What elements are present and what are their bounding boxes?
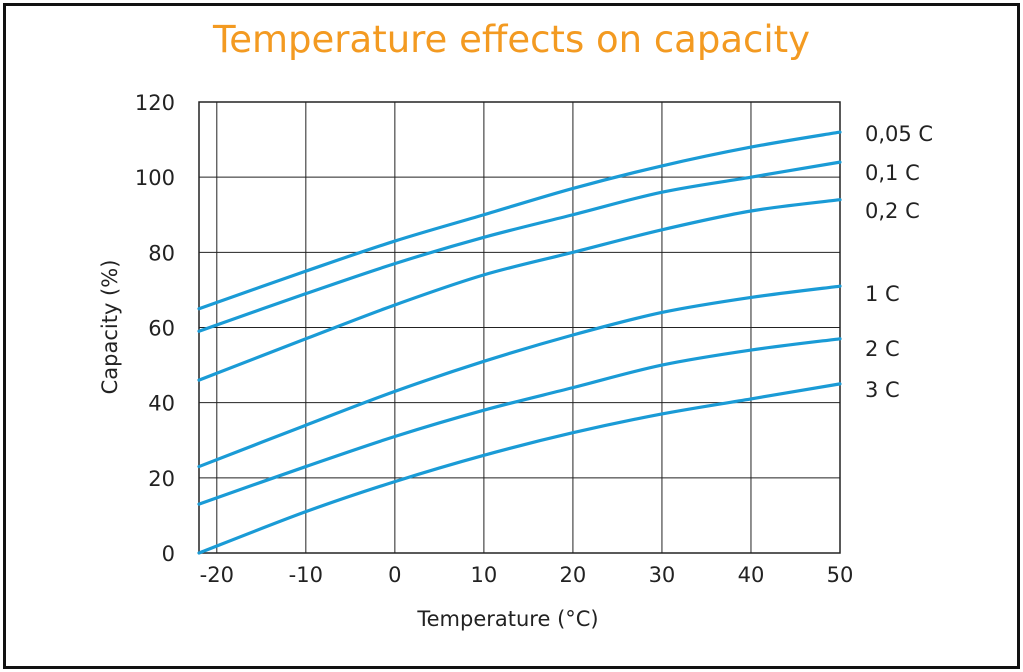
legend-entry: 0,1 C xyxy=(865,161,920,185)
chart-title: Temperature effects on capacity xyxy=(212,18,811,61)
x-tick-label: 0 xyxy=(388,563,401,587)
y-tick-label: 60 xyxy=(148,317,175,341)
y-tick-label: 100 xyxy=(135,166,175,190)
x-tick-label: 40 xyxy=(738,563,765,587)
legend-entry: 2 C xyxy=(865,337,900,361)
y-tick-label: 80 xyxy=(148,241,175,265)
series-line xyxy=(197,198,842,382)
x-tick-label: -20 xyxy=(200,563,234,587)
y-tick-label: 120 xyxy=(135,91,175,115)
x-tick-label: 10 xyxy=(471,563,498,587)
y-axis-label: Capacity (%) xyxy=(98,259,122,395)
series-line xyxy=(197,130,842,311)
series-lines xyxy=(197,130,842,555)
legend-entry: 0,05 C xyxy=(865,122,933,146)
x-tick-label: -10 xyxy=(289,563,323,587)
legend-entry: 0,2 C xyxy=(865,199,920,223)
series-line xyxy=(197,382,842,555)
x-tick-label: 30 xyxy=(649,563,676,587)
series-line xyxy=(197,337,842,506)
axis-ticks: -20 -10 0 10 20 30 40 50 0 20 40 60 80 100 120 xyxy=(135,91,853,587)
legend-entry: 1 C xyxy=(865,282,900,306)
legend: 0,05 C 0,1 C 0,2 C 1 C 2 C 3 C xyxy=(865,122,933,402)
x-tick-label: 20 xyxy=(560,563,587,587)
y-tick-label: 0 xyxy=(162,542,175,566)
x-axis-label: Temperature (°C) xyxy=(417,607,599,631)
chart-frame xyxy=(3,3,1020,669)
legend-entry: 3 C xyxy=(865,378,900,402)
y-tick-label: 40 xyxy=(148,392,175,416)
series-line xyxy=(197,284,842,469)
plot-border xyxy=(198,101,841,554)
x-tick-label: 50 xyxy=(827,563,854,587)
grid xyxy=(198,101,841,554)
y-tick-label: 20 xyxy=(148,467,175,491)
series-line xyxy=(197,160,842,333)
